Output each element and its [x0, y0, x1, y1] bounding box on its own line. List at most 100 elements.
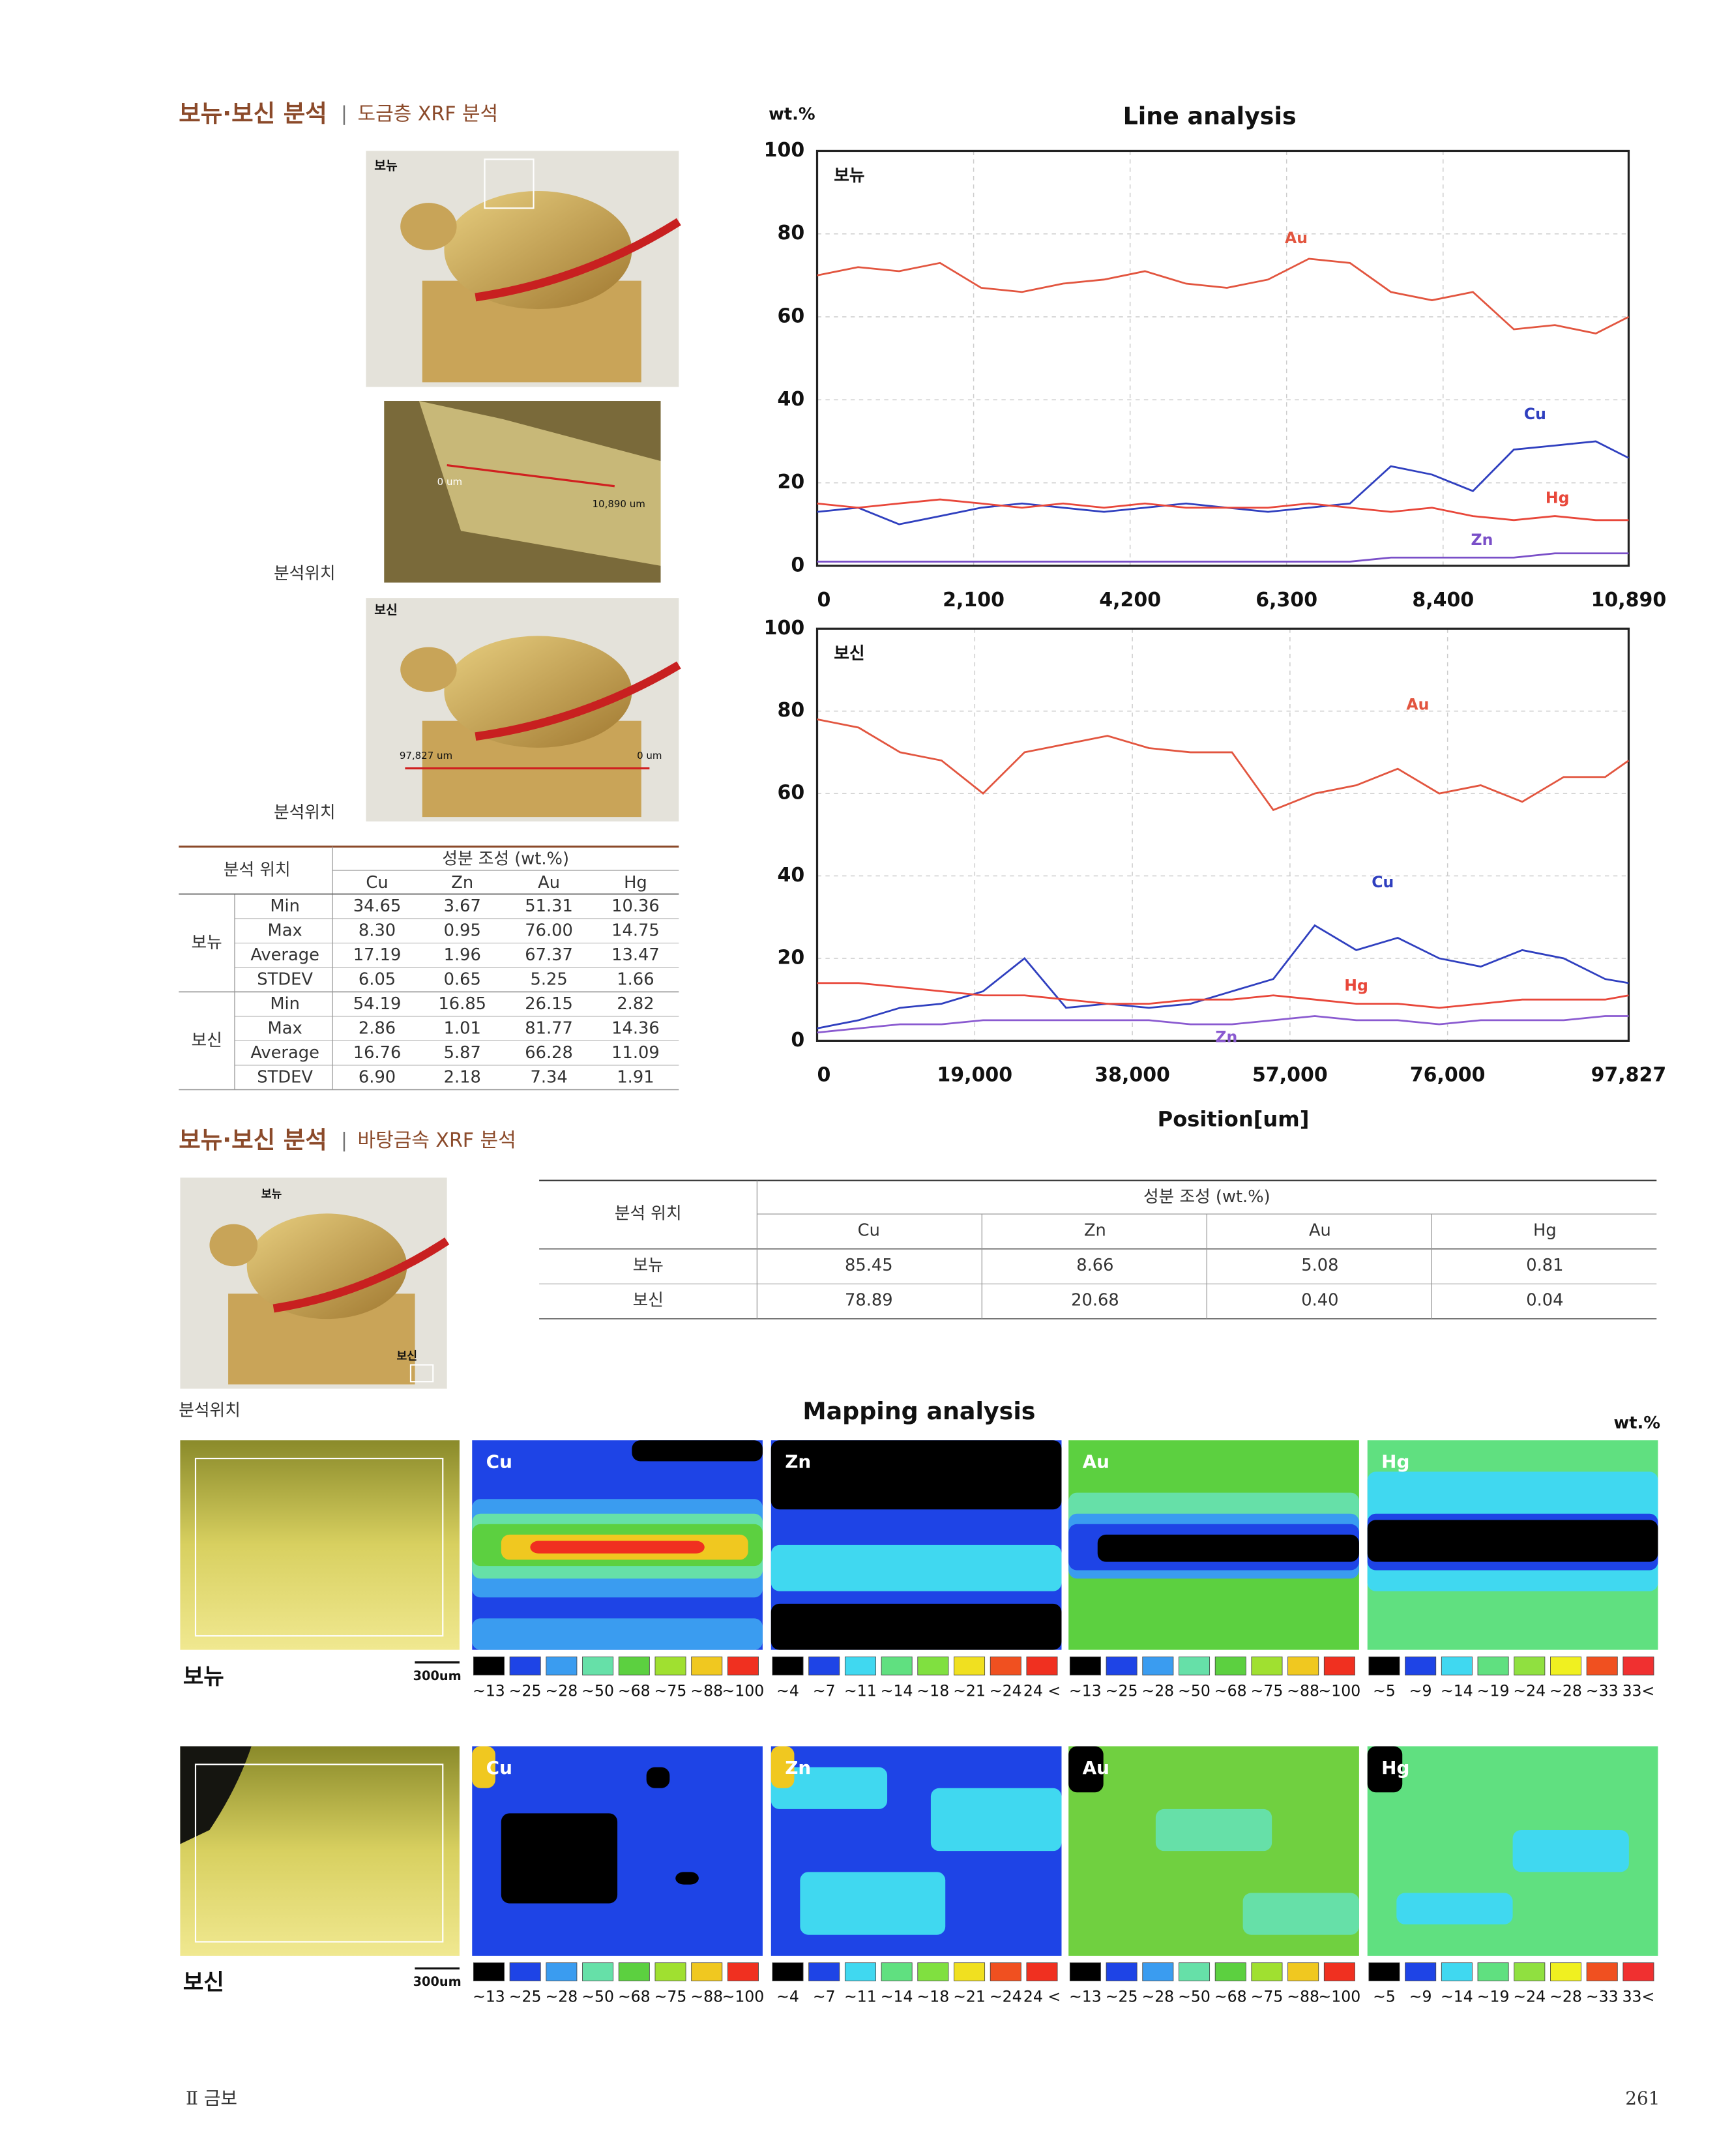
- legend-label: 24 <: [1023, 1681, 1061, 1700]
- photo-cord: [272, 1237, 450, 1313]
- table-cell: 5.25: [530, 970, 567, 990]
- series-line: [817, 1015, 1629, 1034]
- legend-label: ~13: [1069, 1681, 1102, 1700]
- column-header: Au: [1309, 1220, 1331, 1240]
- table-header: 성분 조성 (wt.%): [1143, 1187, 1270, 1207]
- legend-swatch: [1179, 1656, 1211, 1676]
- legend-swatch: [1368, 1656, 1400, 1676]
- y-tick-label: 80: [777, 699, 804, 722]
- x-tick-label: 57,000: [1252, 1063, 1328, 1086]
- table-cell: 1.96: [444, 945, 481, 965]
- photo-marker: [409, 1364, 434, 1383]
- y-tick-label: 60: [777, 782, 804, 805]
- legend-swatch: [546, 1656, 578, 1676]
- legend-label: ~88: [690, 1988, 723, 2006]
- legend-label: ~33: [1586, 1681, 1619, 1700]
- section-title: 보뉴·보신 분석: [179, 1126, 327, 1154]
- table-cell: 2.82: [617, 994, 654, 1014]
- y-tick-label: 40: [777, 388, 804, 411]
- photo-head: [209, 1224, 258, 1267]
- y-tick-label: 20: [777, 471, 804, 494]
- group-label: 보뉴: [191, 933, 222, 952]
- photo-head: [400, 203, 457, 250]
- table-cell: 76.00: [525, 921, 573, 941]
- legend-label: ~7: [813, 1988, 836, 2006]
- map-region: [1242, 1893, 1359, 1935]
- legend-label: 33<: [1622, 1988, 1655, 2006]
- legend-label: ~24: [1513, 1988, 1546, 2006]
- legend-swatch: [691, 1962, 723, 1981]
- legend-swatch: [1287, 1656, 1319, 1676]
- location-label: 분석위치: [274, 564, 336, 583]
- legend-label: ~75: [654, 1681, 687, 1700]
- series-label: Zn: [1215, 1028, 1237, 1046]
- table-cell: 16.85: [438, 994, 486, 1014]
- location-label: 분석위치: [274, 803, 336, 823]
- table-cell: 54.19: [353, 994, 402, 1014]
- legend-swatch: [1106, 1656, 1138, 1676]
- table-cell: 17.19: [353, 945, 402, 965]
- table-cell: Max: [268, 1019, 302, 1039]
- page-number: 261: [1625, 2088, 1660, 2109]
- sample-label: 보뉴: [183, 1664, 224, 1690]
- photo-cord: [475, 661, 681, 741]
- legend-label: ~4: [776, 1988, 799, 2006]
- legend-swatch: [1179, 1962, 1211, 1981]
- micrograph-dark: [180, 1746, 252, 1844]
- legend-label: ~19: [1477, 1681, 1510, 1700]
- legend-label: ~24: [1513, 1681, 1546, 1700]
- y-tick-label: 100: [764, 617, 805, 640]
- legend-label: ~24: [990, 1681, 1022, 1700]
- legend-label: ~28: [1549, 1988, 1582, 2006]
- footer-section: Ⅱ 금보: [186, 2088, 237, 2109]
- map-label: Hg: [1381, 1757, 1409, 1779]
- legend-swatch: [990, 1656, 1021, 1676]
- legend-label: ~68: [618, 1988, 651, 2006]
- legend-swatch: [917, 1962, 949, 1981]
- legend-swatch: [1514, 1656, 1546, 1676]
- photo-shell: [444, 191, 632, 310]
- column-header: Hg: [624, 873, 647, 893]
- legend-swatch: [1550, 1962, 1582, 1981]
- table-cell: 0.95: [444, 921, 481, 941]
- photo-label: 0 um: [437, 476, 462, 488]
- legend-swatch: [1323, 1962, 1355, 1981]
- legend-label: ~25: [509, 1681, 542, 1700]
- legend-swatch: [1026, 1962, 1058, 1981]
- map-label: Zn: [785, 1451, 811, 1473]
- series-label: Cu: [1372, 873, 1394, 891]
- map-region: [1367, 1520, 1658, 1562]
- map-label: Hg: [1381, 1451, 1409, 1473]
- legend-swatch: [473, 1962, 505, 1981]
- y-tick-label: 40: [777, 864, 804, 887]
- table-cell: Max: [268, 921, 302, 941]
- y-tick-label: 100: [764, 139, 805, 162]
- table-cell: 1.91: [617, 1068, 654, 1087]
- map-region: [1097, 1534, 1359, 1562]
- legend-label: ~18: [917, 1681, 949, 1700]
- photo-label: 보신: [397, 1350, 418, 1363]
- legend-label: ~68: [1214, 1988, 1247, 2006]
- map-region: [771, 1746, 795, 1788]
- legend-label: ~100: [1319, 1681, 1361, 1700]
- map-region: [930, 1788, 1062, 1852]
- table-cell: 26.15: [525, 994, 573, 1014]
- legend-swatch: [1251, 1962, 1283, 1981]
- legend-swatch: [1069, 1962, 1101, 1981]
- legend-swatch: [844, 1962, 876, 1981]
- legend-label: ~28: [1141, 1681, 1174, 1700]
- x-tick-label: 0: [817, 589, 831, 612]
- legend-label: 24 <: [1023, 1988, 1061, 2006]
- photo-label: 0 um: [637, 750, 662, 761]
- legend-swatch: [808, 1656, 840, 1676]
- legend-swatch: [954, 1656, 986, 1676]
- legend-label: ~4: [776, 1681, 799, 1700]
- map-region: [632, 1440, 763, 1462]
- legend-swatch: [727, 1962, 759, 1981]
- series-line: [817, 924, 1629, 1029]
- legend-label: ~28: [1549, 1681, 1582, 1700]
- map-region: [472, 1618, 763, 1650]
- table-cell: STDEV: [257, 1068, 313, 1087]
- column-header: Zn: [1084, 1220, 1106, 1240]
